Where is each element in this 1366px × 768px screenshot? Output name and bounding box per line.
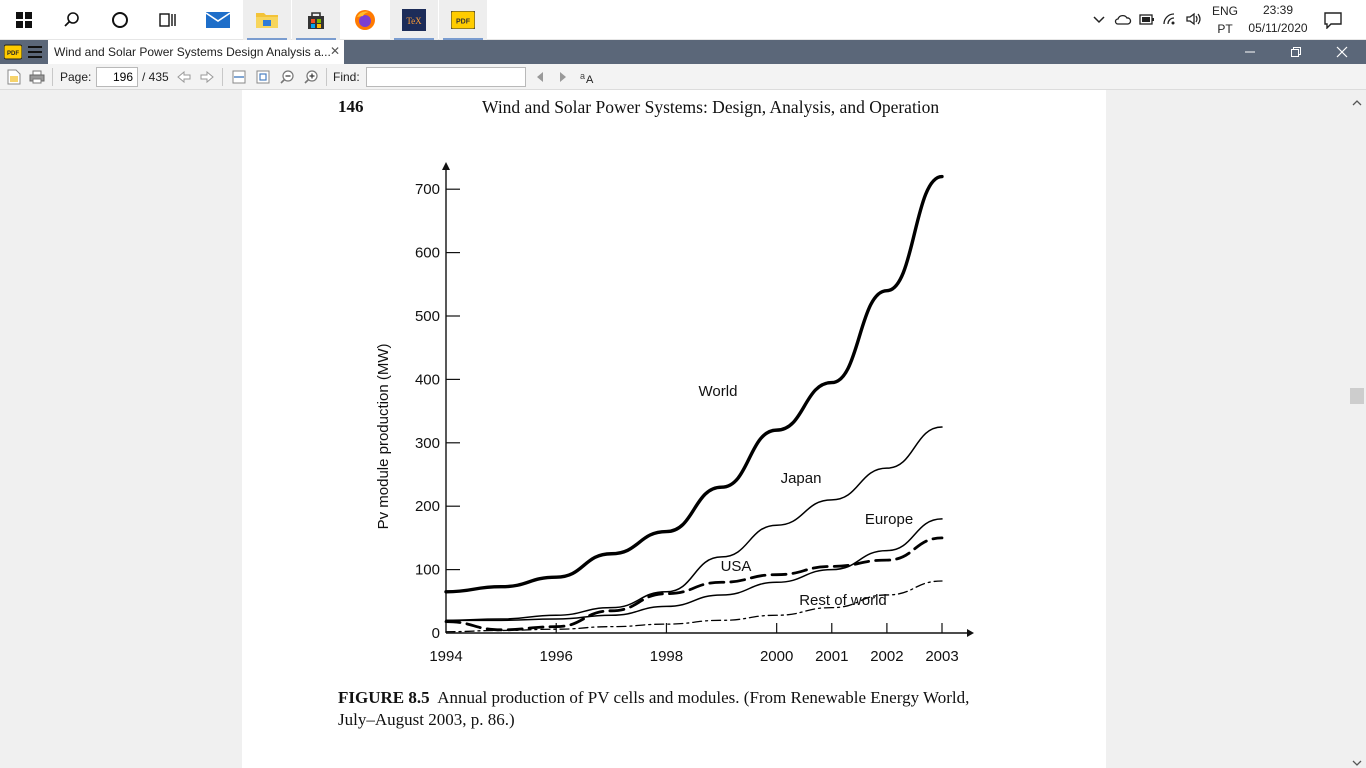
- language-bottom: PT: [1217, 22, 1233, 36]
- tab-title: Wind and Solar Power Systems Design Anal…: [54, 45, 331, 59]
- language-indicator[interactable]: ENG PT: [1208, 2, 1242, 38]
- document-tab[interactable]: Wind and Solar Power Systems Design Anal…: [48, 40, 344, 64]
- series-label-rest-of-world: Rest of world: [799, 592, 887, 609]
- page-number-input[interactable]: [96, 67, 138, 87]
- find-next-icon[interactable]: [554, 68, 572, 86]
- y-axis-label: Pv module production (MW): [375, 344, 392, 530]
- x-axis-arrow: [967, 629, 974, 637]
- series-label-europe: Europe: [865, 511, 913, 528]
- mail-icon[interactable]: [194, 0, 242, 40]
- caption-label: FIGURE 8.5: [338, 688, 430, 707]
- y-axis-arrow: [442, 162, 450, 170]
- page-number: 146: [338, 97, 364, 116]
- series-label-world: World: [699, 383, 738, 400]
- y-tick-label: 300: [415, 435, 440, 452]
- minimize-button[interactable]: [1227, 40, 1273, 64]
- next-page-icon[interactable]: [198, 68, 216, 86]
- language-top: ENG: [1211, 4, 1238, 18]
- task-view-icon[interactable]: [144, 0, 192, 40]
- figure-caption: FIGURE 8.5 Annual production of PV cells…: [338, 687, 969, 731]
- caption-text-1: Annual production of PV cells and module…: [437, 688, 970, 707]
- search-icon[interactable]: [48, 0, 96, 40]
- taskbar: TeX PDF ENG PT 23:39 05/11/2020: [0, 0, 1366, 40]
- scroll-down-icon[interactable]: [1352, 754, 1362, 768]
- caption-text-2: July–August 2003, p. 86.): [338, 710, 515, 729]
- volume-icon[interactable]: [1185, 12, 1203, 31]
- menu-icon[interactable]: [27, 45, 43, 64]
- series-line-usa: [444, 536, 944, 632]
- find-input[interactable]: [366, 67, 526, 87]
- x-tick-label: 2003: [925, 648, 958, 665]
- y-tick-label: 700: [415, 181, 440, 198]
- y-tick-label: 200: [415, 498, 440, 515]
- clock[interactable]: 23:39 05/11/2020: [1246, 1, 1310, 37]
- svg-text:PDF: PDF: [456, 19, 471, 26]
- running-head: Wind and Solar Power Systems: Design, An…: [482, 97, 940, 117]
- previous-page-icon[interactable]: [175, 68, 193, 86]
- fit-width-icon[interactable]: [230, 68, 248, 86]
- chevron-up-icon[interactable]: [1092, 12, 1106, 31]
- pv-production-chart: 0 100 200 300 400 500 600 700 1994 1996 1998 2000 20…: [375, 162, 974, 665]
- pdf-page: 146 Wind and Solar Power Systems: Design…: [242, 90, 1106, 768]
- series-label-usa: USA: [721, 558, 752, 575]
- find-previous-icon[interactable]: [531, 68, 549, 86]
- y-tick-label: 100: [415, 562, 440, 579]
- x-tick-label: 2002: [870, 648, 903, 665]
- cloud-icon[interactable]: [1114, 12, 1132, 31]
- close-window-button[interactable]: [1319, 40, 1365, 64]
- series-line-europe: [445, 518, 943, 622]
- series-label-japan: Japan: [781, 470, 822, 487]
- y-tick-label: 500: [415, 308, 440, 325]
- scroll-up-icon[interactable]: [1352, 94, 1362, 112]
- series-line-japan: [445, 426, 943, 622]
- svg-text:a: a: [580, 71, 585, 81]
- page-total: / 435: [142, 70, 169, 84]
- file-explorer-icon[interactable]: [243, 0, 291, 40]
- series-line-world: [444, 174, 944, 594]
- fit-page-icon[interactable]: [254, 68, 272, 86]
- svg-text:A: A: [586, 74, 594, 84]
- windows-start-icon[interactable]: [0, 0, 48, 40]
- toolbar: Page: / 435 Find: aA: [0, 64, 1366, 90]
- y-tick-label: 0: [432, 625, 440, 642]
- vertical-scrollbar[interactable]: [1348, 90, 1366, 768]
- svg-text:TeX: TeX: [406, 16, 422, 26]
- find-label: Find:: [333, 70, 360, 84]
- clock-date: 05/11/2020: [1248, 21, 1308, 35]
- print-icon[interactable]: [28, 68, 46, 86]
- zoom-in-icon[interactable]: [302, 68, 320, 86]
- firefox-icon[interactable]: [341, 0, 389, 40]
- x-tick-label: 1996: [540, 648, 573, 665]
- x-tick-label: 1998: [650, 648, 683, 665]
- title-bar: PDF Wind and Solar Power Systems Design …: [0, 40, 1366, 64]
- tex-editor-icon[interactable]: TeX: [390, 0, 438, 40]
- scrollbar-thumb[interactable]: [1350, 388, 1364, 404]
- x-tick-label: 2000: [760, 648, 793, 665]
- app-logo-icon: PDF: [3, 44, 23, 65]
- notification-icon[interactable]: [1323, 11, 1343, 34]
- y-tick-label: 400: [415, 371, 440, 388]
- series-line-rest-of-world: [445, 580, 943, 633]
- page-label: Page:: [60, 70, 92, 84]
- cortana-icon[interactable]: [96, 0, 144, 40]
- wifi-icon[interactable]: [1162, 12, 1180, 31]
- y-tick-label: 600: [415, 245, 440, 262]
- pdf-reader-icon[interactable]: PDF: [439, 0, 487, 40]
- close-tab-icon[interactable]: ✕: [330, 44, 341, 58]
- store-icon[interactable]: [292, 0, 340, 40]
- document-viewport[interactable]: 146 Wind and Solar Power Systems: Design…: [0, 90, 1348, 768]
- zoom-out-icon[interactable]: [278, 68, 296, 86]
- x-tick-label: 2001: [815, 648, 848, 665]
- open-file-icon[interactable]: [5, 68, 23, 86]
- battery-icon[interactable]: [1138, 12, 1156, 31]
- svg-text:PDF: PDF: [7, 51, 19, 57]
- x-tick-label: 1994: [429, 648, 462, 665]
- restore-button[interactable]: [1273, 40, 1319, 64]
- clock-time: 23:39: [1262, 3, 1294, 17]
